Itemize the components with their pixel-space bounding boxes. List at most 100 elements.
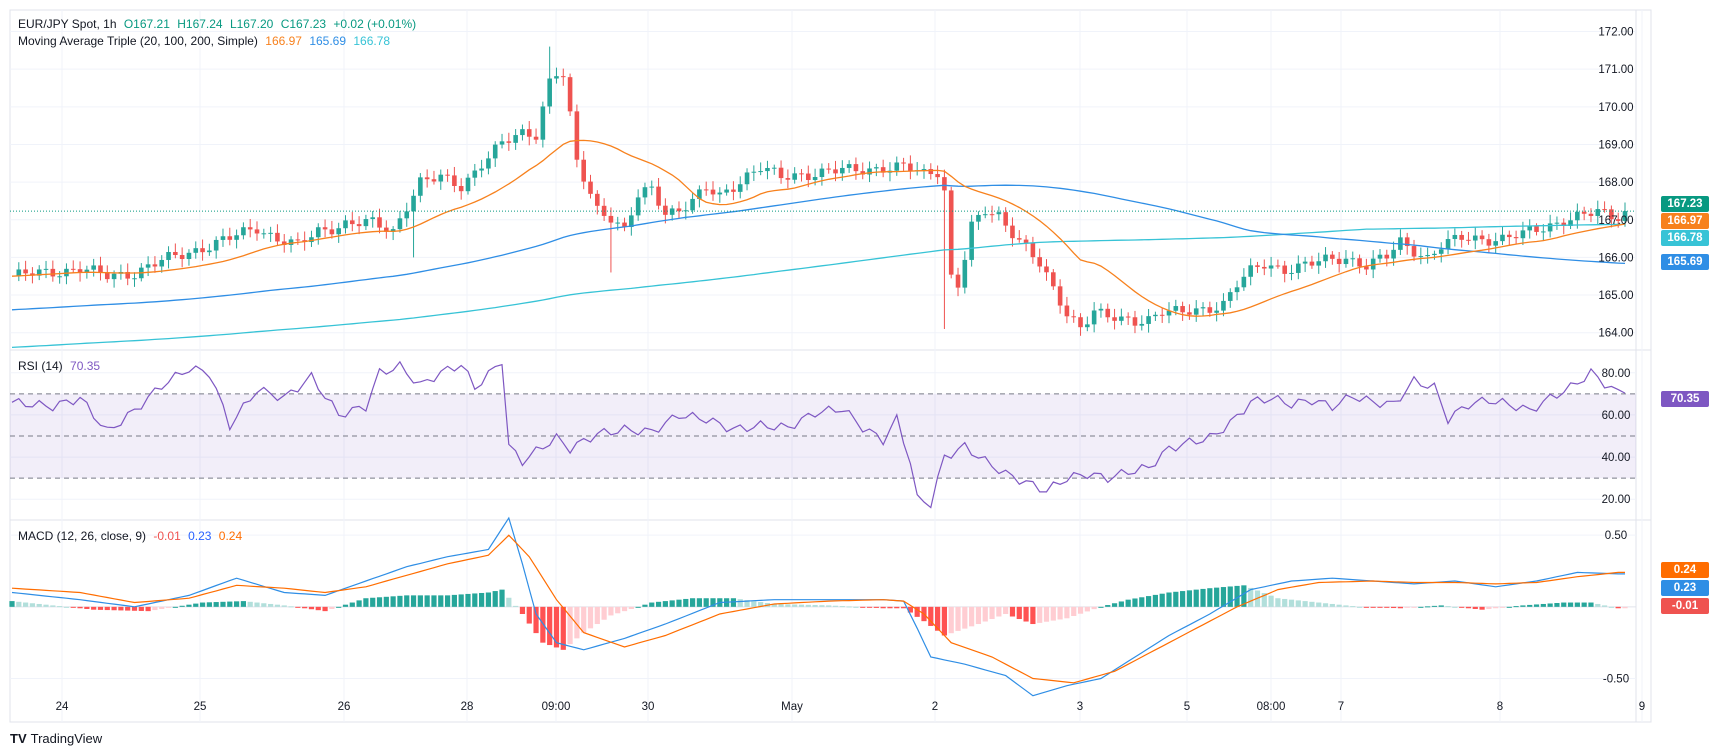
macd-hist-bar — [962, 606, 968, 629]
candle-body — [1057, 286, 1063, 306]
candle-body — [234, 235, 239, 240]
macd-hist-bar — [1193, 589, 1199, 607]
macd-hist-bar — [1186, 590, 1193, 607]
macd-hist-bar — [1397, 606, 1404, 609]
candle-body — [560, 76, 566, 78]
macd-hist-bar — [70, 606, 76, 608]
macd-hist-bar — [1554, 603, 1560, 607]
macd-hist-bar — [1282, 598, 1288, 607]
candle-body — [1248, 265, 1253, 277]
axis-tick-label: 171.00 — [1598, 64, 1633, 76]
candle-body — [1479, 235, 1485, 240]
candle-body — [356, 224, 362, 227]
candle-body — [581, 159, 586, 182]
candle-body — [935, 174, 940, 178]
macd-hist-bar — [1275, 598, 1281, 607]
macd-hist-bar — [1316, 602, 1322, 607]
candle-body — [1064, 305, 1070, 317]
axis-tick-label: -0.50 — [1603, 674, 1629, 686]
candle-body — [281, 241, 287, 245]
macd-hist-bar — [1506, 606, 1512, 608]
macd-hist-bar — [152, 606, 158, 611]
candle-body — [363, 219, 369, 227]
macd-hist-bar — [1581, 602, 1587, 607]
candle-body — [1119, 316, 1124, 321]
candle-body — [166, 251, 171, 260]
axis-tick-label: 0.50 — [1605, 530, 1627, 542]
macd-hist-bar — [812, 605, 818, 607]
macd-hist-bar — [159, 606, 165, 609]
candle-body — [1486, 239, 1492, 246]
macd-hist-bar — [1125, 599, 1131, 607]
macd-legend[interactable]: MACD (12, 26, close, 9) -0.01 0.23 0.24 — [18, 529, 246, 543]
macd-hist-bar — [1261, 593, 1267, 607]
macd-hist-bar — [628, 606, 634, 609]
macd-hist-bar — [513, 605, 519, 607]
candle-body — [104, 272, 110, 280]
candle-body — [996, 212, 1002, 215]
macd-hist-bar — [894, 606, 900, 609]
candle-body — [976, 214, 981, 222]
tradingview-brand[interactable]: TV TradingView — [10, 731, 102, 746]
candle-body — [1296, 263, 1301, 273]
candle-body — [1377, 254, 1383, 259]
macd-hist-bar — [737, 599, 743, 607]
axis-tick-label: 40.00 — [1602, 452, 1631, 464]
macd-hist-bar — [662, 601, 668, 607]
macd-hist-bar — [519, 606, 526, 614]
macd-hist-bar — [43, 604, 49, 607]
macd-hist-bar — [1152, 594, 1158, 607]
macd-hist-bar — [1588, 602, 1594, 607]
macd-hist-bar — [131, 606, 138, 611]
macd-hist-bar — [730, 598, 737, 607]
macd-hist-bar — [1465, 606, 1472, 609]
macd-hist-bar — [1288, 599, 1295, 607]
rsi-legend[interactable]: RSI (14) 70.35 — [18, 359, 104, 373]
macd-hist-bar — [785, 604, 791, 607]
candle-body — [1105, 308, 1111, 318]
candle-body — [526, 129, 532, 137]
macd-hist-bar — [1057, 606, 1063, 620]
symbol-title: EUR/JPY Spot, 1h — [18, 17, 117, 31]
macd-hist-value: -0.01 — [153, 529, 181, 543]
ma-legend[interactable]: Moving Average Triple (20, 100, 200, Sim… — [18, 34, 394, 48]
macd-hist-bar — [587, 606, 594, 629]
candle-body — [1146, 316, 1151, 324]
axis-tick-label: 172.00 — [1598, 27, 1633, 39]
macd-hist-bar — [23, 602, 29, 607]
candle-body — [349, 220, 355, 225]
rsi-line — [11, 360, 1626, 509]
macd-hist-bar — [506, 597, 512, 607]
macd-line — [11, 516, 1625, 697]
macd-hist-bar — [1043, 606, 1050, 622]
macd-hist-bar — [424, 595, 430, 607]
macd-hist-bar — [826, 605, 832, 607]
candle-body — [608, 215, 614, 223]
candle-body — [499, 141, 505, 145]
candle-body — [1506, 234, 1512, 238]
macd-hist-bar — [683, 598, 689, 607]
macd-hist-bar — [206, 602, 212, 607]
candle-body — [1051, 272, 1056, 287]
candle-body — [1534, 226, 1539, 232]
macd-hist-bar — [1486, 606, 1492, 609]
candle-body — [315, 227, 321, 238]
candle-body — [322, 227, 328, 230]
candle-body — [942, 177, 947, 191]
candle-body — [452, 175, 457, 186]
candle-body — [1207, 307, 1213, 313]
candle-body — [397, 218, 403, 230]
macd-hist-bar — [689, 598, 696, 607]
candle-body — [404, 211, 410, 219]
macd-hist-bar — [642, 604, 648, 607]
macd-hist-bar — [969, 606, 975, 627]
candle-body — [819, 168, 825, 178]
time-tick-label: 25 — [194, 701, 207, 713]
macd-hist-bar — [1180, 591, 1186, 607]
macd-hist-bar — [138, 606, 144, 611]
candle-body — [479, 168, 484, 171]
macd-hist-bar — [1227, 586, 1233, 607]
candle-body — [1581, 211, 1587, 214]
macd-hist-bar — [880, 606, 886, 609]
macd-hist-bar — [233, 601, 240, 607]
